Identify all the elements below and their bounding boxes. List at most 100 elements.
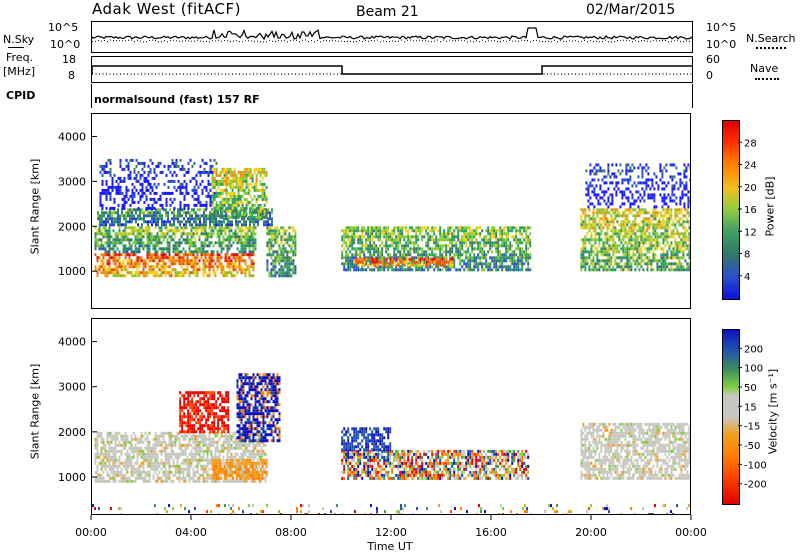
power-cell [604,211,607,215]
power-cell [147,211,149,215]
power-cell [379,232,382,236]
power-cell [680,268,683,272]
power-cell [433,247,436,251]
velocity-cell [156,473,159,477]
power-cell [600,247,603,251]
power-cell [479,244,482,248]
power-cell [624,220,627,224]
power-cell [294,268,297,272]
power-cell [200,226,203,230]
power-cell [501,262,504,266]
power-cell [234,256,237,260]
power-cell [654,223,657,227]
power-cell [475,238,478,242]
power-region-9 [585,163,690,209]
power-cell [191,217,193,221]
power-cell [663,181,666,185]
power-cell [505,265,508,269]
power-cell [159,203,162,207]
power-cell [525,268,528,272]
power-cell [355,265,358,269]
power-cell [121,179,124,183]
power-cell [190,226,193,230]
power-cell [663,166,666,170]
power-cell [167,191,170,195]
power-cell [628,232,631,236]
power-cell [205,223,207,227]
power-cell [640,247,643,251]
velocity-cell [174,443,177,447]
power-cell [347,256,350,260]
power-cell [141,211,143,215]
power-cell [427,241,430,245]
power-cell [357,226,360,230]
power-cell [144,262,147,266]
power-cell [253,209,256,213]
power-cell [138,256,141,260]
power-cell [453,253,456,257]
power-cell [652,217,655,221]
power-cell [679,196,682,200]
power-cell [377,247,380,251]
velocity-cell [142,461,145,465]
power-cell [178,244,181,248]
power-cell [594,241,597,245]
power-cell [94,253,97,257]
power-cell [521,265,524,269]
power-cell [118,226,121,230]
power-cell [671,184,674,188]
power-cell [276,250,279,254]
power-cell [495,229,498,233]
power-cell [463,235,466,239]
power-cell [253,203,256,207]
power-cell [137,223,139,227]
power-cell [459,253,462,257]
power-cell [351,253,354,257]
power-cell [439,226,442,230]
power-cell [580,253,583,257]
power-cell [129,203,132,207]
power-cell [233,179,236,183]
power-cell [666,229,669,233]
power-cell [620,247,623,251]
power-cell [369,259,372,263]
power-cell [603,190,606,194]
power-cell [178,274,181,278]
power-cell [361,229,364,233]
power-cell [175,164,178,168]
velocity-cell [152,461,155,465]
power-cell [229,215,232,219]
power-cell [397,229,400,233]
power-cell [449,268,452,272]
power-cell [216,256,219,260]
power-cell [265,197,268,201]
power-cell [272,235,275,239]
power-cell [453,232,456,236]
velocity-cell [154,446,157,450]
power-cell [102,232,105,236]
power-cell [270,253,273,257]
velocity-cell [168,476,171,480]
power-cell [176,256,179,260]
power-cell [619,205,622,209]
power-cell [108,241,111,245]
power-cell [220,265,223,269]
power-cell [397,263,400,267]
power-cell [119,161,122,165]
power-cell [489,265,492,269]
power-cell [680,244,683,248]
power-cell [625,169,628,173]
power-cell [351,241,354,245]
power-cell [259,206,262,210]
velocity-cell [122,476,125,480]
power-cell [232,262,235,266]
power-cell [680,262,683,266]
power-cell [417,263,420,267]
velocity-cell [158,440,161,444]
power-cell [672,256,675,260]
power-cell [129,194,132,198]
power-cell [596,211,599,215]
power-cell [128,271,131,275]
power-cell [196,226,199,230]
power-cell [485,262,488,266]
